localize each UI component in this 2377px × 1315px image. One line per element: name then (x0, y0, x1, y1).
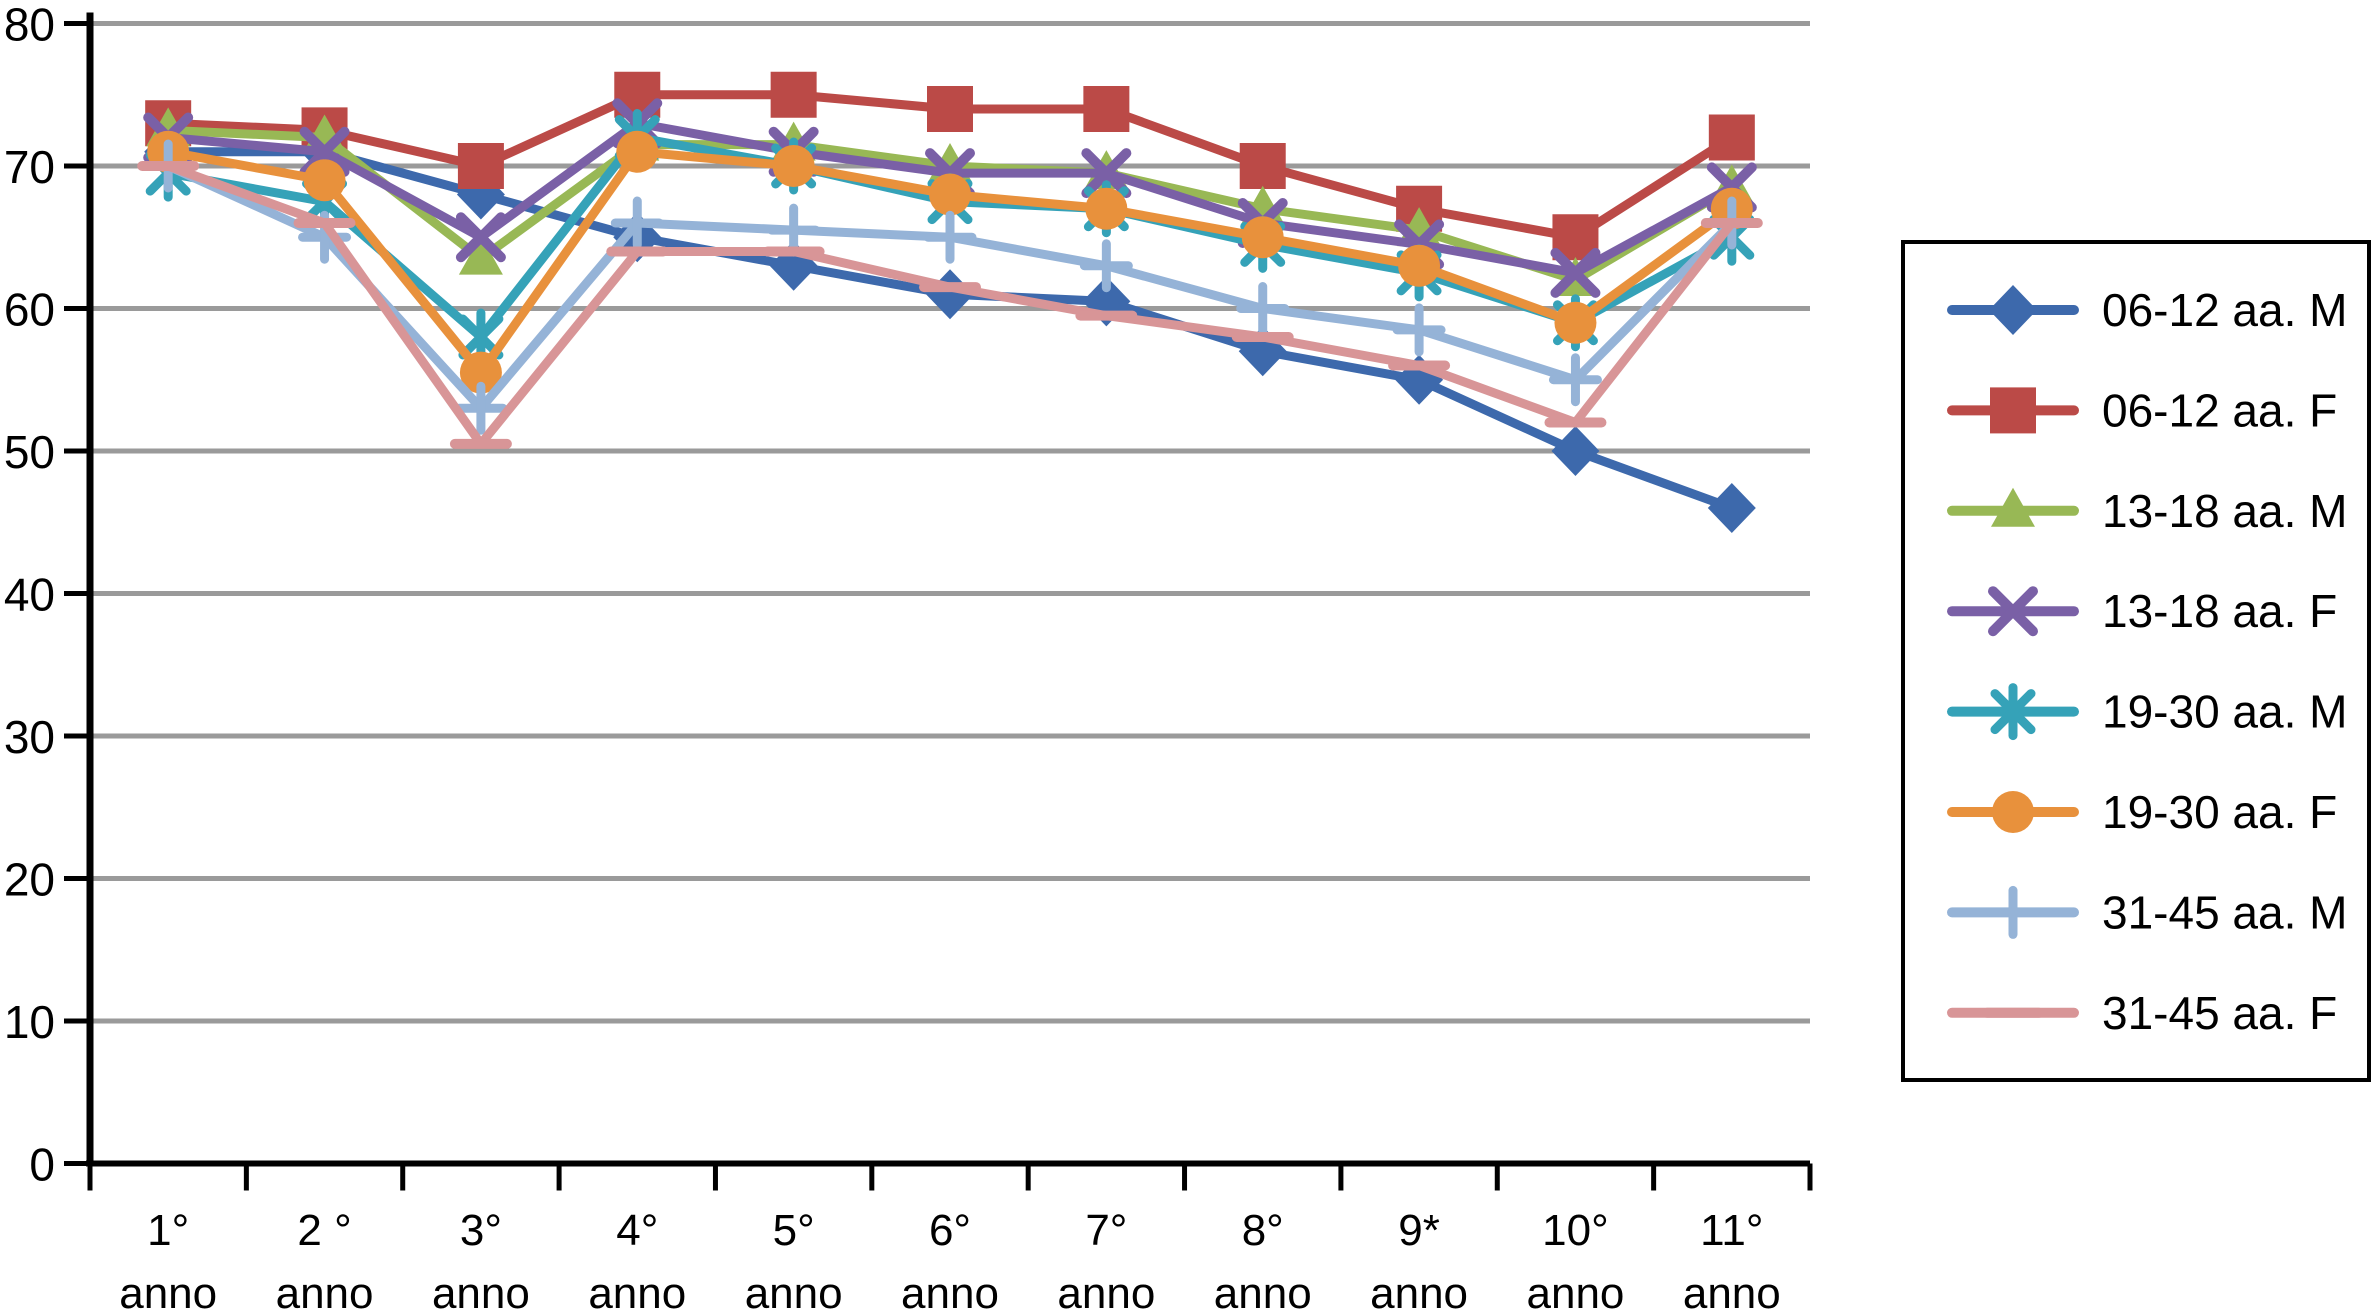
series-marker-31-45-aa-m (1548, 353, 1602, 407)
legend-label: 13-18 aa. M (2102, 485, 2347, 537)
x-tick-label: 7° (1085, 1206, 1127, 1255)
series-marker-19-30-aa-f (616, 130, 659, 173)
x-tick-label: 10° (1542, 1206, 1609, 1255)
x-tick-label-anno: anno (1214, 1269, 1312, 1315)
y-tick-label: 70 (4, 141, 55, 193)
series-marker-31-45-aa-m (1079, 239, 1133, 293)
series-marker-19-30-aa-f (459, 351, 502, 394)
x-tick-label-anno: anno (901, 1269, 999, 1315)
legend-marker-06-12-aa-f (1990, 387, 2036, 434)
legend-marker-13-18-aa-f (1988, 586, 2038, 637)
y-tick-label: 0 (29, 1139, 55, 1191)
series-marker-06-12-aa-f (1708, 114, 1755, 161)
legend-label: 19-30 aa. M (2102, 686, 2347, 738)
legend-item-19-30-aa-m: 19-30 aa. M (1947, 683, 2347, 741)
series-marker-31-45-aa-m (923, 210, 977, 264)
legend-label: 31-45 aa. F (2102, 987, 2337, 1039)
series-31-45-aa-m (141, 139, 1759, 435)
legend-label: 19-30 aa. F (2102, 786, 2337, 838)
x-tick-label: 1° (147, 1206, 189, 1255)
series-marker-19-30-aa-f (1398, 244, 1441, 287)
legend-item-31-45-aa-f: 31-45 aa. F (1947, 987, 2337, 1039)
y-tick-label: 40 (4, 569, 55, 621)
series-marker-19-30-aa-f (303, 159, 346, 202)
legend-item-06-12-aa-f: 06-12 aa. F (1947, 384, 2337, 436)
y-tick-label: 60 (4, 284, 55, 336)
series-marker-13-18-aa-f (1550, 247, 1601, 298)
x-tick-label: 9* (1398, 1206, 1440, 1255)
series-marker-19-30-aa-f (1085, 187, 1128, 230)
legend-label: 13-18 aa. F (2102, 585, 2337, 637)
legend-marker-31-45-aa-m (1986, 885, 2040, 939)
y-tick-label: 20 (4, 854, 55, 906)
legend-label: 06-12 aa. F (2102, 384, 2337, 436)
x-tick-label-anno: anno (276, 1269, 374, 1315)
x-tick-label: 11° (1700, 1206, 1763, 1255)
series-marker-06-12-aa-m (1551, 426, 1600, 476)
x-tick-label-anno: anno (1527, 1269, 1625, 1315)
legend-marker-13-18-aa-m (1991, 487, 2035, 527)
x-tick-label-anno: anno (745, 1269, 843, 1315)
x-tick-label: 2 ° (297, 1206, 351, 1255)
series-marker-31-45-aa-m (610, 196, 664, 250)
x-tick-label: 8° (1242, 1206, 1284, 1255)
y-tick-label: 10 (4, 996, 55, 1048)
legend-marker-06-12-aa-m (1989, 285, 2037, 335)
x-tick-label-anno: anno (1683, 1269, 1781, 1315)
x-tick-label-anno: anno (119, 1269, 217, 1315)
legend-item-19-30-aa-f: 19-30 aa. F (1947, 786, 2337, 838)
legend-item-06-12-aa-m: 06-12 aa. M (1947, 284, 2347, 336)
legend-label: 31-45 aa. M (2102, 886, 2347, 938)
legend-item-13-18-aa-f: 13-18 aa. F (1947, 585, 2337, 637)
legend-label: 06-12 aa. M (2102, 284, 2347, 336)
series-marker-19-30-aa-f (1241, 216, 1284, 259)
series-marker-06-12-aa-f (1083, 86, 1130, 132)
series-marker-06-12-aa-f (457, 143, 504, 189)
x-tick-label: 4° (616, 1206, 658, 1255)
series-31-45-aa-f (137, 161, 1763, 449)
legend-item-31-45-aa-m: 31-45 aa. M (1947, 885, 2347, 939)
series-marker-31-45-aa-m (454, 381, 508, 435)
series-marker-06-12-aa-f (1239, 143, 1286, 189)
series-marker-13-18-aa-f (1081, 148, 1132, 199)
legend-marker-19-30-aa-m (1990, 683, 2036, 741)
series-marker-13-18-aa-f (455, 212, 506, 263)
x-tick-label-anno: anno (588, 1269, 686, 1315)
series-marker-13-18-aa-m (458, 235, 503, 275)
series-marker-31-45-aa-m (1236, 282, 1290, 335)
x-tick-label-anno: anno (1370, 1269, 1468, 1315)
legend-box (1901, 240, 2371, 1082)
y-tick-label: 80 (4, 0, 55, 51)
legend-item-13-18-aa-m: 13-18 aa. M (1947, 485, 2347, 537)
x-tick-label: 6° (929, 1206, 971, 1255)
y-tick-label: 30 (4, 711, 55, 763)
x-tick-label-anno: anno (1057, 1269, 1155, 1315)
series-marker-31-45-aa-m (767, 203, 821, 257)
series-marker-06-12-aa-f (927, 86, 973, 132)
legend: 06-12 aa. M 06-12 aa. F 13-18 aa. M 13-18 a… (1901, 240, 2371, 1082)
x-tick-label: 5° (773, 1206, 815, 1255)
series-marker-06-12-aa-f (770, 71, 817, 118)
x-tick-label-anno: anno (432, 1269, 530, 1315)
series-marker-19-30-aa-f (772, 145, 815, 187)
x-tick-label: 3° (460, 1206, 502, 1255)
y-tick-label: 50 (4, 426, 55, 478)
series-marker-19-30-aa-f (1554, 301, 1597, 344)
series-marker-06-12-aa-m (1707, 483, 1756, 533)
series-marker-19-30-aa-f (929, 173, 971, 216)
legend-marker-19-30-aa-f (1992, 791, 2034, 833)
series-marker-31-45-aa-m (1392, 303, 1446, 357)
